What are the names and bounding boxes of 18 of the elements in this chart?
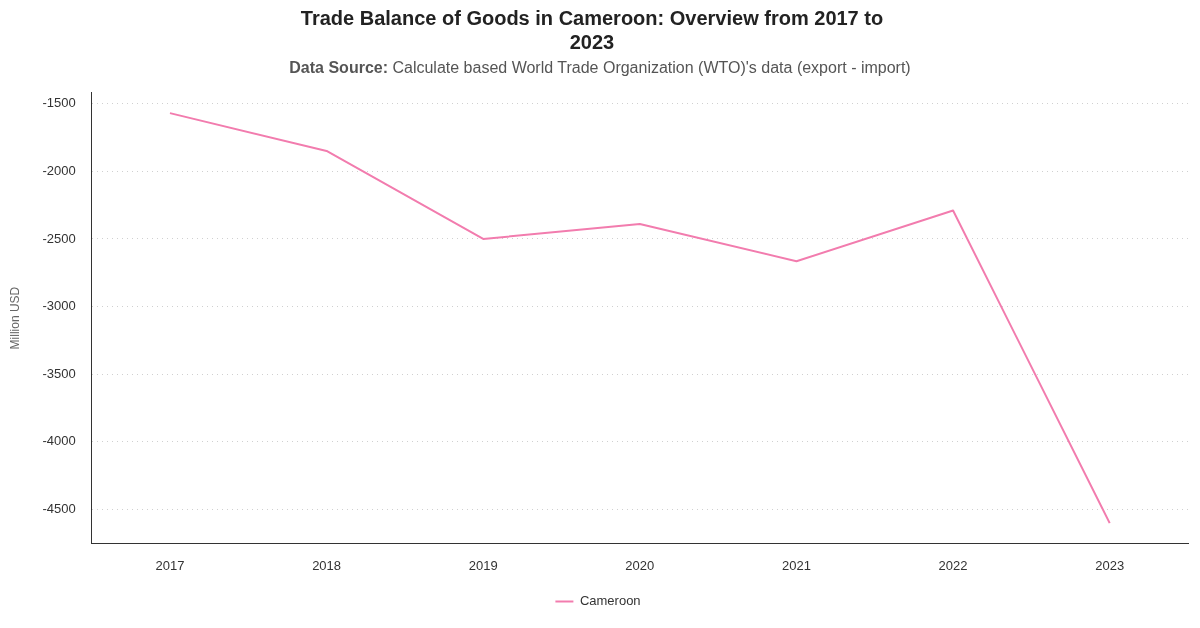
y-axis-title: Million USD (7, 286, 22, 350)
y-tick-label: -2000 (42, 162, 76, 178)
y-tick-label: -4000 (42, 433, 76, 449)
x-tick-label: 2021 (781, 557, 811, 573)
y-tick-label: -4500 (42, 501, 76, 517)
y-tick-label: -1500 (42, 95, 76, 111)
y-tick-label: -2500 (42, 230, 76, 246)
legend-label: Cameroon (579, 593, 641, 609)
x-tick-label: 2018 (312, 557, 342, 573)
x-tick-label: 2023 (1095, 557, 1125, 573)
x-tick-label: 2019 (468, 557, 498, 573)
x-tick-label: 2022 (938, 557, 968, 573)
x-tick-label: 2017 (155, 557, 185, 573)
y-tick-label: -3000 (42, 298, 76, 314)
chart-title: Trade Balance of Goods in Cameroon: Overview from 2017 to 2023 (299, 6, 885, 54)
y-tick-label: -3500 (42, 365, 76, 381)
x-tick-label: 2020 (625, 557, 655, 573)
chart-subtitle: Data Source: Calculate based World Trade Organization (WTO)'s data (export - import) (288, 58, 912, 78)
